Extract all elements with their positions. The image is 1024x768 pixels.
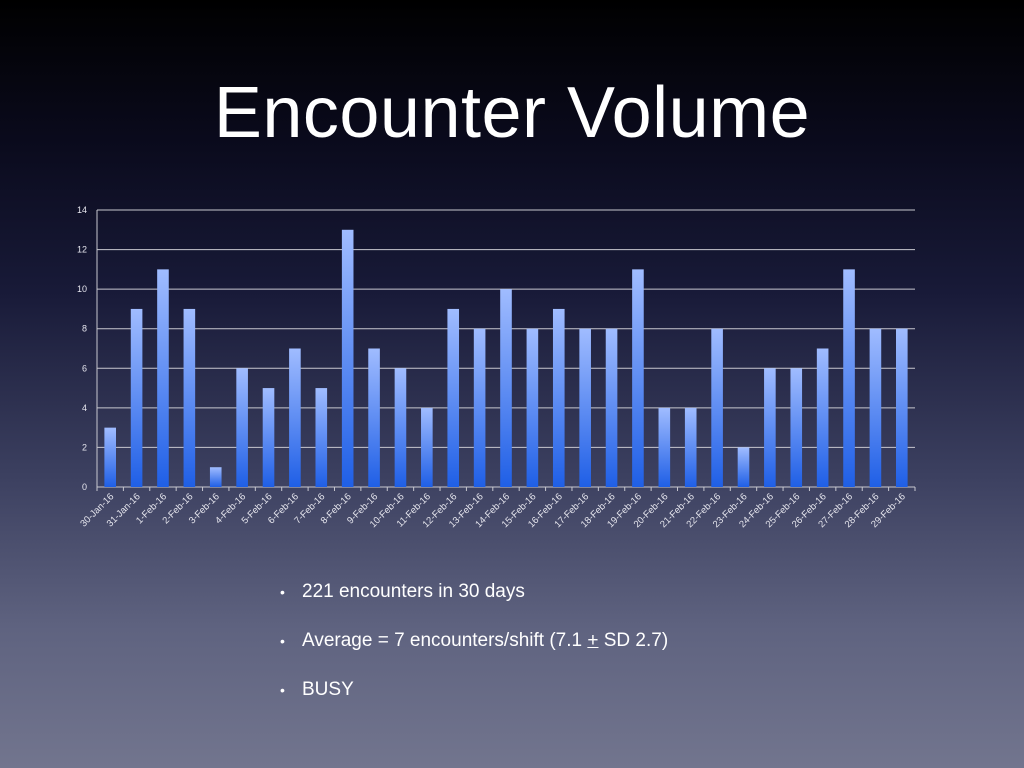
bar bbox=[737, 447, 750, 487]
bar bbox=[816, 348, 829, 487]
bullet-icon: • bbox=[280, 682, 285, 698]
bar bbox=[157, 269, 169, 487]
bar bbox=[579, 328, 591, 487]
y-tick-label: 6 bbox=[82, 363, 87, 373]
bullet-text: BUSY bbox=[302, 679, 354, 700]
bullet-list: • 221 encounters in 30 days • Average = … bbox=[280, 578, 920, 725]
y-tick-label: 2 bbox=[82, 442, 87, 452]
bullet-text-part: SD 2.7) bbox=[598, 630, 669, 651]
y-tick-label: 4 bbox=[82, 403, 87, 413]
bar bbox=[130, 308, 143, 487]
bar bbox=[394, 368, 407, 487]
bullet-icon: • bbox=[280, 584, 285, 600]
bar bbox=[658, 407, 671, 487]
bullet-text-part: Average = 7 encounters/shift (7.1 bbox=[302, 630, 588, 651]
bar bbox=[289, 348, 301, 487]
bullet-text: Average = 7 encounters/shift (7.1 + SD 2… bbox=[302, 627, 668, 655]
bar bbox=[764, 368, 776, 487]
bullet-text: 221 encounters in 30 days bbox=[302, 581, 525, 602]
y-tick-labels: 0 2 4 6 8 10 12 14 bbox=[77, 205, 87, 492]
plus-minus-sign: + bbox=[587, 630, 599, 651]
bullet-icon: • bbox=[280, 633, 285, 649]
bar bbox=[896, 328, 908, 487]
bars bbox=[104, 229, 908, 488]
bullet-item: • Average = 7 encounters/shift (7.1 + SD… bbox=[280, 627, 920, 676]
bar bbox=[236, 368, 248, 487]
bar bbox=[684, 407, 697, 487]
y-tick-label: 14 bbox=[77, 205, 87, 215]
bar bbox=[500, 289, 512, 487]
bar bbox=[526, 328, 539, 487]
bar bbox=[632, 269, 644, 487]
bar bbox=[605, 328, 618, 487]
bar bbox=[262, 388, 275, 487]
y-tick-label: 10 bbox=[77, 284, 87, 294]
y-tick-label: 8 bbox=[82, 324, 87, 334]
bullet-item: • BUSY bbox=[280, 676, 920, 725]
x-tick-labels: 30-Jan-1631-Jan-161-Feb-162-Feb-163-Feb-… bbox=[78, 491, 908, 530]
bar bbox=[341, 229, 354, 488]
bar bbox=[315, 388, 328, 487]
bar bbox=[869, 328, 882, 487]
bar bbox=[104, 427, 116, 487]
bar bbox=[843, 269, 855, 487]
bar bbox=[421, 407, 433, 487]
bar bbox=[447, 308, 460, 487]
bar bbox=[209, 467, 222, 487]
bar-chart: 0 2 4 6 8 10 12 14 30-Jan-1631-Jan-161-Feb-162-… bbox=[77, 205, 916, 530]
slide-title: Encounter Volume bbox=[213, 73, 811, 153]
bullet-item: • 221 encounters in 30 days bbox=[280, 578, 920, 627]
bar bbox=[473, 328, 486, 487]
y-tick-label: 0 bbox=[82, 482, 87, 492]
bar bbox=[790, 368, 803, 487]
bar bbox=[368, 348, 380, 487]
bar bbox=[183, 308, 196, 487]
y-tick-label: 12 bbox=[77, 245, 87, 255]
bar bbox=[552, 308, 565, 487]
bar bbox=[711, 328, 723, 487]
